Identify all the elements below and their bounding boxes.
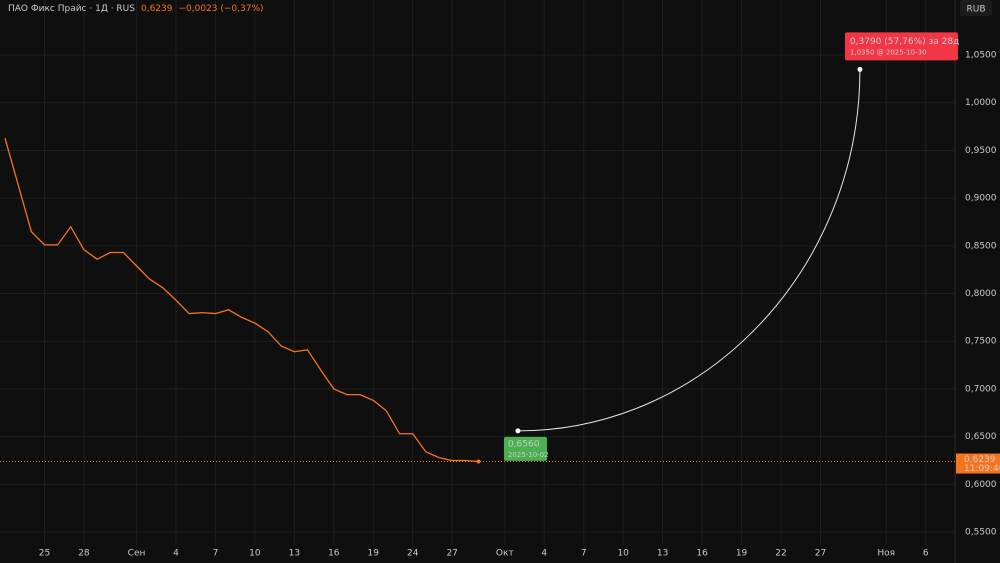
price-line-series — [4, 137, 479, 463]
y-tick-label: 0,7000 — [965, 384, 997, 394]
x-tick-label: 10 — [617, 549, 629, 559]
x-tick-label: 16 — [696, 549, 708, 559]
y-tick-label: 0,6000 — [965, 480, 997, 490]
end-detail: 1,0350 @ 2025-10-30 — [850, 48, 927, 56]
projection-end — [857, 66, 863, 72]
y-tick-label: 0,8000 — [965, 289, 997, 299]
projection-start — [515, 428, 521, 434]
price-change: −0,0023 (−0,37%) — [178, 4, 263, 14]
y-tick-label: 0,7500 — [965, 337, 997, 347]
y-tick-label: 0,8500 — [965, 241, 997, 251]
x-tick-label: 4 — [541, 549, 547, 559]
price-tag-time: 11:09:40 — [964, 464, 1000, 474]
end-label: 0,3790 (57,76%) за 28д — [850, 37, 959, 47]
start-label: 0,6560 — [508, 439, 540, 449]
currency-box[interactable] — [960, 0, 992, 16]
x-tick-label: 28 — [78, 549, 90, 559]
price-tag — [956, 453, 1000, 474]
x-tick-label: 25 — [39, 549, 50, 559]
x-tick-label: Ноя — [877, 549, 895, 559]
x-tick-label: 7 — [581, 549, 587, 559]
last-point — [476, 459, 481, 464]
start-date: 2025-10-02 — [508, 451, 549, 459]
x-tick-label: 13 — [657, 549, 668, 559]
x-tick-label: 4 — [173, 549, 179, 559]
y-tick-label: 1,0500 — [965, 51, 997, 61]
y-tick-label: 0,9000 — [965, 194, 997, 204]
x-tick-label: Сен — [128, 549, 146, 559]
start-label-box — [503, 436, 547, 461]
x-tick-label: 19 — [368, 549, 380, 559]
x-tick-label: 16 — [328, 549, 340, 559]
x-tick-label: Окт — [496, 549, 514, 559]
y-tick-label: 0,9500 — [965, 146, 997, 156]
price-tag-label: 0,6239 — [964, 455, 996, 465]
x-tick-label: 13 — [289, 549, 300, 559]
projection-arc — [517, 69, 861, 432]
x-tick-label: 19 — [736, 549, 748, 559]
x-tick-label: 27 — [815, 549, 826, 559]
x-tick-label: 22 — [775, 549, 786, 559]
x-tick-label: 7 — [213, 549, 219, 559]
y-tick-label: 0,6500 — [965, 432, 997, 442]
header: ПАО Фикс Прайс · 1Д · RUS 0,6239 −0,0023 (… — [8, 4, 264, 14]
y-tick-label: 1,0000 — [965, 98, 997, 108]
x-tick-label: 27 — [446, 549, 457, 559]
end-label-box — [844, 32, 958, 61]
x-tick-label: 10 — [249, 549, 261, 559]
x-tick-label: 24 — [407, 549, 419, 559]
currency[interactable]: RUB — [966, 5, 985, 15]
chart-title: ПАО Фикс Прайс · 1Д · RUS — [8, 4, 135, 14]
y-tick-label: 0,5500 — [965, 528, 997, 538]
last-price: 0,6239 — [141, 4, 173, 14]
x-tick-label: 6 — [923, 549, 929, 559]
